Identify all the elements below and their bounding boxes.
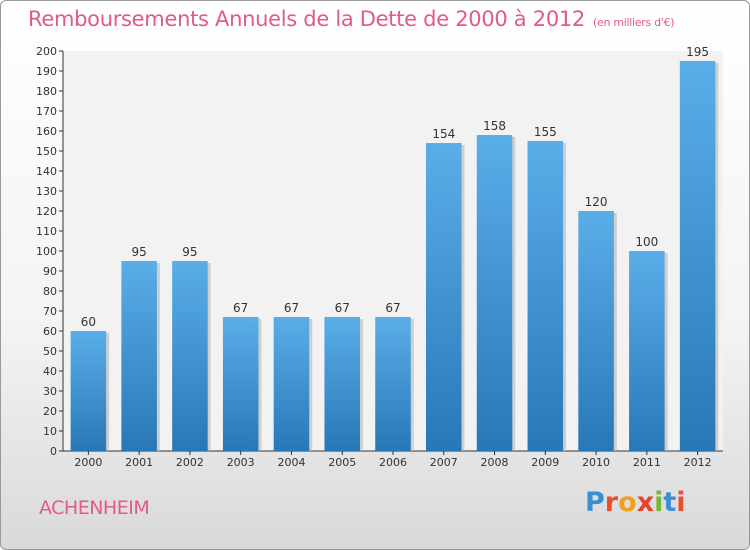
proxiti-logo: Proxiti xyxy=(585,487,686,518)
y-tick-label: 190 xyxy=(36,65,57,78)
x-tick-label: 2002 xyxy=(176,456,204,469)
chart-title-text: Remboursements Annuels de la Dette de 20… xyxy=(28,7,585,31)
chart-title: Remboursements Annuels de la Dette de 20… xyxy=(28,7,674,31)
y-tick-label: 20 xyxy=(43,405,57,418)
x-tick-label: 2007 xyxy=(430,456,458,469)
y-tick-label: 90 xyxy=(43,265,57,278)
bar xyxy=(172,261,208,451)
bar-value-label: 67 xyxy=(233,301,248,315)
y-tick-label: 150 xyxy=(36,145,57,158)
bar-value-label: 67 xyxy=(335,301,350,315)
bar-value-label: 158 xyxy=(483,119,506,133)
y-tick-label: 30 xyxy=(43,385,57,398)
bar xyxy=(222,317,259,451)
x-tick-label: 2006 xyxy=(379,456,407,469)
bar xyxy=(375,317,411,451)
bar-value-label: 120 xyxy=(585,195,608,209)
y-tick-label: 80 xyxy=(43,285,57,298)
x-tick-label: 2010 xyxy=(582,456,610,469)
logo-letter: x xyxy=(636,487,655,518)
y-tick-label: 120 xyxy=(36,205,57,218)
x-tick-label: 2001 xyxy=(125,456,153,469)
logo-letter: o xyxy=(618,487,637,518)
chart-subtitle: (en milliers d'€) xyxy=(593,16,675,29)
bar xyxy=(426,143,462,451)
x-tick-label: 2008 xyxy=(481,456,509,469)
bar-value-label: 155 xyxy=(534,125,557,139)
bar xyxy=(476,135,513,451)
bar xyxy=(629,251,665,451)
y-tick-label: 130 xyxy=(36,185,57,198)
y-tick-label: 70 xyxy=(43,305,57,318)
x-tick-label: 2012 xyxy=(684,456,712,469)
city-name: ACHENHEIM xyxy=(39,497,150,519)
bar-chart: 0 10 20 30 40 50 60 70 80 90 100 110 120 130 140 150 160… xyxy=(36,45,723,469)
y-tick-label: 170 xyxy=(36,105,57,118)
x-tick-label: 2011 xyxy=(633,456,661,469)
logo-letter: r xyxy=(604,487,619,518)
bar-value-label: 195 xyxy=(686,45,709,59)
logo-letter: t xyxy=(663,487,677,518)
bar xyxy=(578,211,614,451)
y-tick-label: 110 xyxy=(36,225,57,238)
bar-value-label: 95 xyxy=(182,245,197,259)
x-tick-label: 2004 xyxy=(277,456,305,469)
bar xyxy=(121,261,157,451)
y-tick-label: 160 xyxy=(36,125,57,138)
bar xyxy=(324,317,360,451)
logo-letter: P xyxy=(585,487,605,518)
bar-value-label: 154 xyxy=(432,127,455,141)
y-tick-label: 40 xyxy=(43,365,57,378)
y-tick-label: 50 xyxy=(43,345,57,358)
y-tick-label: 60 xyxy=(43,325,57,338)
x-tick-label: 2009 xyxy=(531,456,559,469)
logo-letter: i xyxy=(676,487,686,518)
x-tick-label: 2005 xyxy=(328,456,356,469)
x-tick-label: 2000 xyxy=(74,456,102,469)
y-tick-label: 0 xyxy=(50,445,57,458)
bar-value-label: 95 xyxy=(132,245,147,259)
logo-letter: i xyxy=(654,487,664,518)
bar-value-label: 100 xyxy=(635,235,658,249)
bar-value-label: 60 xyxy=(81,315,96,329)
bar xyxy=(70,331,107,451)
y-tick-label: 140 xyxy=(36,165,57,178)
y-tick-label: 100 xyxy=(36,245,57,258)
y-tick-label: 180 xyxy=(36,85,57,98)
bar-value-label: 67 xyxy=(385,301,400,315)
bar xyxy=(527,141,564,451)
x-tick-label: 2003 xyxy=(227,456,255,469)
y-tick-label: 200 xyxy=(36,45,57,58)
bar-value-label: 67 xyxy=(284,301,299,315)
y-tick-label: 10 xyxy=(43,425,57,438)
bar xyxy=(273,317,310,451)
bar xyxy=(679,61,716,451)
